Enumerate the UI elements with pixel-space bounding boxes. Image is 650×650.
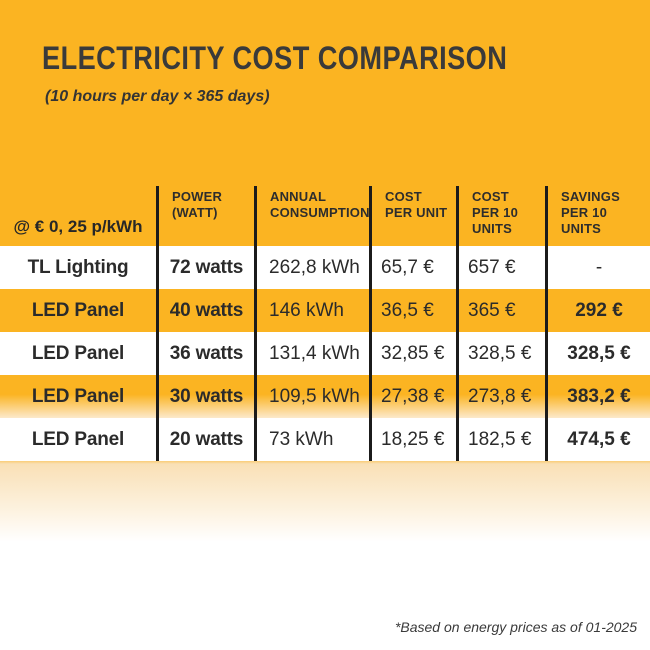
consumption-value: 146 kWh — [254, 289, 369, 332]
column-header-annual-consumption: ANNUAL CONSUMPTION — [254, 186, 370, 246]
table-header-row: @ € 0, 25 p/kWh POWER (WATT) ANNUAL CONS… — [0, 186, 650, 246]
cost-per-unit-value: 36,5 € — [369, 289, 456, 332]
cost-per-10-units-value: 328,5 € — [456, 332, 545, 375]
column-header-cost-per-10-units: COST PER 10 UNITS — [456, 186, 545, 246]
power-value: 72 watts — [156, 246, 254, 289]
cost-per-10-units-value: 365 € — [456, 289, 545, 332]
savings-value: 474,5 € — [545, 418, 650, 461]
consumption-value: 131,4 kWh — [254, 332, 369, 375]
savings-value: - — [545, 246, 650, 289]
table-row-led-36w: LED Panel 36 watts 131,4 kWh 32,85 € 328… — [0, 332, 650, 375]
column-header-power: POWER (WATT) — [156, 186, 254, 246]
page-title: ELECTRICITY COST COMPARISON — [42, 40, 508, 76]
power-value: 20 watts — [156, 418, 254, 461]
product-label: TL Lighting — [27, 256, 129, 278]
power-value: 40 watts — [156, 289, 254, 332]
cost-per-unit-value: 65,7 € — [369, 246, 456, 289]
table-row-led-40w: LED Panel 40 watts 146 kWh 36,5 € 365 € … — [0, 289, 650, 332]
product-label: LED Panel — [31, 385, 125, 407]
table-row-led-20w: LED Panel 20 watts 73 kWh 18,25 € 182,5 … — [0, 418, 650, 461]
power-value: 30 watts — [156, 375, 254, 418]
cost-per-10-units-value: 182,5 € — [456, 418, 545, 461]
column-header-savings-per-10-units: SAVINGS PER 10 UNITS — [545, 186, 650, 246]
consumption-value: 73 kWh — [254, 418, 369, 461]
cost-comparison-table: @ € 0, 25 p/kWh POWER (WATT) ANNUAL CONS… — [0, 186, 650, 461]
table-row-led-30w: LED Panel 30 watts 109,5 kWh 27,38 € 273… — [0, 375, 650, 418]
product-label: LED Panel — [31, 342, 125, 364]
column-header-cost-per-unit: COST PER UNIT — [369, 186, 456, 246]
table-row-tl-lighting: TL Lighting 72 watts 262,8 kWh 65,7 € 65… — [0, 246, 650, 289]
cost-per-unit-value: 18,25 € — [369, 418, 456, 461]
product-label: LED Panel — [31, 428, 125, 450]
savings-value: 383,2 € — [545, 375, 650, 418]
savings-value: 292 € — [545, 289, 650, 332]
consumption-value: 262,8 kWh — [254, 246, 369, 289]
savings-value: 328,5 € — [545, 332, 650, 375]
footnote: *Based on energy prices as of 01-2025 — [394, 619, 637, 635]
page-subtitle: (10 hours per day × 365 days) — [45, 88, 270, 105]
power-value: 36 watts — [156, 332, 254, 375]
consumption-value: 109,5 kWh — [254, 375, 369, 418]
rate-assumption-label: @ € 0, 25 p/kWh — [13, 217, 143, 236]
cost-per-unit-value: 27,38 € — [369, 375, 456, 418]
cost-per-unit-value: 32,85 € — [369, 332, 456, 375]
cost-per-10-units-value: 657 € — [456, 246, 545, 289]
cost-per-10-units-value: 273,8 € — [456, 375, 545, 418]
product-label: LED Panel — [31, 299, 125, 321]
